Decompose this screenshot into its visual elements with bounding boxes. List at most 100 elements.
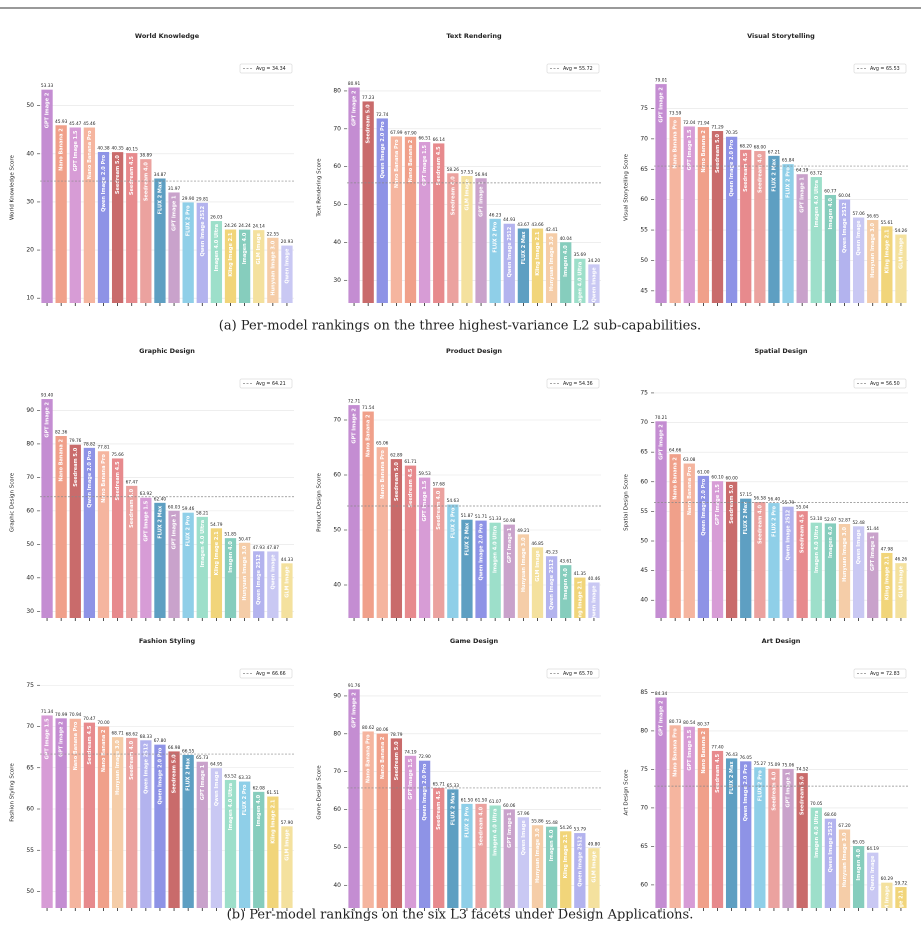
value-label: 93.40 — [41, 393, 54, 399]
bar-label: GLM Image — [898, 566, 904, 598]
bar — [55, 125, 67, 303]
y-axis-label: Game Design Score — [317, 765, 323, 820]
bar — [796, 174, 808, 303]
bar-label: Imagen 4.0 Ultra — [214, 224, 220, 271]
bar-label: GPT Image 2 — [59, 721, 65, 757]
bar-label: Nano Banana 2 — [59, 128, 65, 171]
bar — [238, 542, 251, 618]
caption: (b) Per-model rankings on the six L3 fac… — [227, 908, 694, 923]
chart: Game Design Game Design Score 40 50 60 70 80 90… — [317, 637, 601, 911]
value-label: 35.69 — [574, 252, 587, 258]
bar-label: Seedream 4.5 — [129, 156, 135, 196]
value-label: 82.36 — [55, 430, 68, 436]
y-tick-label: 50 — [26, 541, 34, 548]
bar — [376, 447, 388, 618]
bar-label: Imagen 4.0 — [563, 568, 569, 600]
legend-label: Avg = 54.36 — [563, 381, 593, 387]
bar — [489, 218, 501, 303]
bar — [41, 715, 53, 908]
bar-label: Qwen Image 2512 — [256, 554, 262, 605]
bar-label: Qwen Image 2512 — [828, 821, 834, 872]
bar-label: Qwen Image — [856, 529, 862, 565]
bar-label: Qwen Image — [284, 248, 290, 284]
bar-label: Imagen 4.0 — [242, 232, 248, 264]
bar-label: FLUX 2 Pro — [771, 506, 777, 537]
bar-label: GPT Image 2 — [352, 692, 358, 728]
bar — [697, 475, 710, 618]
value-label: 52.87 — [838, 518, 851, 524]
y-tick-label: 65 — [640, 166, 648, 173]
bar-label: Qwen Image 2512 — [200, 205, 206, 256]
value-label: 78.82 — [83, 441, 96, 447]
bar-label: Imagen 4.0 — [228, 541, 234, 573]
value-label: 46.85 — [531, 541, 544, 547]
bar-label: Imagen 4.0 — [549, 829, 555, 861]
value-label: 54.26 — [560, 825, 573, 831]
bar-label: GPT Image 1.5 — [422, 480, 428, 521]
bar-label: Imagen 4.0 — [828, 526, 834, 558]
value-label: 64.19 — [867, 846, 880, 852]
bar-label: FLUX 2 Max — [186, 757, 192, 791]
bar — [83, 447, 96, 618]
legend-label: Avg = 72.83 — [870, 671, 900, 677]
bar — [182, 754, 194, 908]
value-label: 65.05 — [852, 840, 865, 846]
bar-label: FLUX 2 Max — [450, 792, 456, 826]
value-label: 72.71 — [348, 399, 361, 405]
value-label: 60.10 — [711, 475, 724, 481]
bar — [433, 143, 445, 303]
value-label: 70.47 — [83, 716, 96, 722]
value-label: 63.08 — [683, 457, 696, 463]
bar-label: GPT Image 2 — [659, 87, 665, 123]
bar-label: GLM Image — [884, 885, 890, 917]
bar — [267, 551, 279, 618]
bar-label: FLUX 2 Pro — [464, 806, 470, 837]
bar — [253, 551, 265, 618]
bar-label: Imagen 4.0 — [563, 245, 569, 277]
value-label: 74.52 — [796, 767, 809, 773]
y-tick-label: 85 — [640, 689, 648, 696]
value-label: 80.62 — [362, 725, 375, 731]
value-label: 31.97 — [168, 186, 181, 192]
value-label: 66.14 — [433, 137, 446, 143]
value-label: 64.66 — [669, 448, 682, 454]
bar-label: Nano Banana 2 — [380, 736, 386, 779]
bar — [126, 153, 138, 303]
bar-label: Seedream 4.0 — [771, 771, 777, 811]
y-tick-label: 20 — [26, 247, 34, 254]
value-label: 40.46 — [588, 576, 601, 582]
value-label: 40.04 — [560, 236, 573, 242]
value-label: 67.80 — [154, 738, 167, 744]
y-tick-label: 60 — [640, 881, 648, 888]
bar — [267, 796, 279, 908]
value-label: 75.66 — [111, 452, 124, 458]
value-label: 54.26 — [895, 228, 908, 234]
y-axis-label: World Knowledge Score — [10, 154, 16, 220]
legend-label: Avg = 65.53 — [870, 66, 900, 72]
bar-label: FLUX 2 Max — [743, 501, 749, 535]
chart-title: Spatial Design — [754, 347, 807, 355]
value-label: 45.23 — [545, 550, 558, 556]
bar — [281, 826, 293, 908]
bar-label: Qwen Image — [856, 220, 862, 256]
value-label: 51.87 — [461, 513, 474, 519]
value-label: 43.66 — [531, 222, 544, 228]
y-tick-label: 70 — [640, 135, 648, 142]
bar — [404, 465, 417, 618]
bar-label: Imagen 4.0 Ultra — [493, 526, 499, 573]
y-tick-label: 65 — [640, 449, 648, 456]
legend-box — [546, 63, 600, 74]
value-label: 41.35 — [574, 571, 587, 577]
bar-label: Hunyuan Image 3.0 — [842, 526, 848, 581]
bar-label: GLM Image — [535, 550, 541, 582]
bar-label: Seedream 4.0 — [757, 154, 763, 194]
bar — [895, 234, 907, 303]
value-label: 55.04 — [796, 505, 809, 511]
bar-label: FLUX 2 Pro — [493, 221, 499, 252]
bar-label: GPT Image 2 — [659, 424, 665, 460]
value-label: 24.14 — [253, 224, 266, 230]
value-label: 59.46 — [182, 506, 195, 512]
bar — [210, 221, 223, 303]
bar-label: Hunyuan Image 3.0 — [842, 832, 848, 887]
bar-label: GPT Image 1 — [870, 535, 876, 571]
